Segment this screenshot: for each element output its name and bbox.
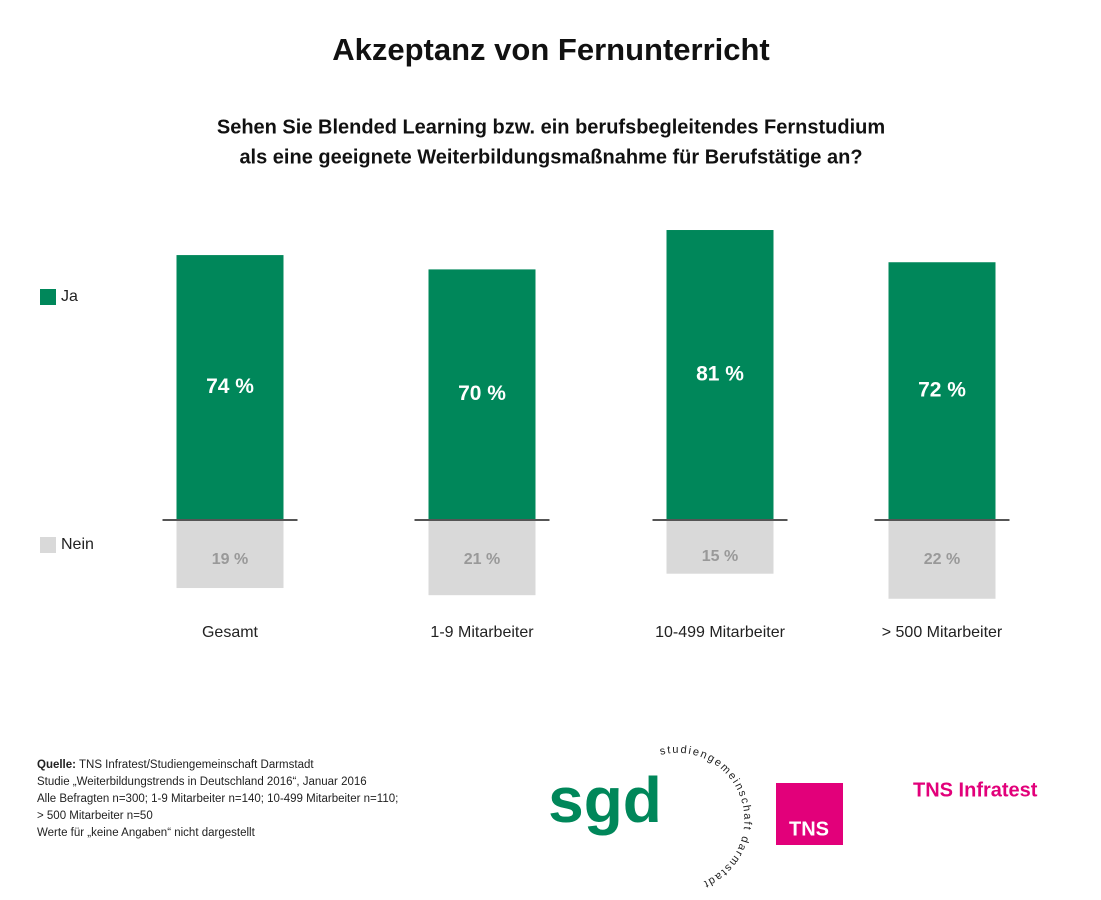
- bar: [176, 520, 284, 589]
- chart-title: Akzeptanz von Fernunterricht: [332, 32, 770, 67]
- tns-infratest: TNS Infratest: [913, 779, 1038, 801]
- x-tick-label: Gesamt: [202, 624, 259, 641]
- legend-swatch: [40, 537, 56, 553]
- chart-subtitle: Sehen Sie Blended Learning bzw. ein beru…: [217, 116, 885, 138]
- chart-subtitle: als eine geeignete Weiterbildungsmaßnahm…: [239, 146, 862, 168]
- legend-swatch: [40, 289, 56, 305]
- source-text: TNS Infratest/Studiengemeinschaft Darmst…: [79, 759, 314, 771]
- legend-label: Nein: [61, 536, 94, 553]
- value-label: 15 %: [702, 548, 738, 565]
- tns-wordmark: TNS: [789, 818, 829, 840]
- x-tick-label: > 500 Mitarbeiter: [882, 624, 1003, 641]
- tns-logo: TNS: [776, 783, 843, 845]
- value-label: 81 %: [696, 363, 744, 386]
- x-tick-label: 10-499 Mitarbeiter: [655, 624, 786, 641]
- sgd-logo: sgd studiengemeinschaft darmstadt: [548, 744, 754, 891]
- value-label: 74 %: [206, 375, 254, 398]
- sgd-wordmark: sgd: [548, 764, 662, 836]
- bar: [428, 269, 536, 520]
- bar: [888, 520, 996, 599]
- source: Quelle: TNS Infratest/Studiengemeinschaf…: [37, 759, 314, 771]
- sgd-ring-path: studiengemeinschaft darmstadt: [659, 744, 752, 891]
- footer: Quelle: TNS Infratest/Studiengemeinschaf…: [37, 759, 398, 839]
- value-label: 70 %: [458, 382, 506, 405]
- footer-line: Werte für „keine Angaben“ nicht dargeste…: [37, 827, 256, 839]
- value-label: 72 %: [918, 379, 966, 402]
- x-tick-label: 1-9 Mitarbeiter: [430, 624, 534, 641]
- source-label: Quelle:: [37, 759, 76, 771]
- bar: [888, 262, 996, 520]
- value-label: 22 %: [924, 551, 960, 568]
- footer-line: Studie „Weiterbildungstrends in Deutschl…: [37, 776, 367, 788]
- bar: [666, 230, 774, 520]
- value-label: 21 %: [464, 551, 500, 568]
- bar: [428, 520, 536, 596]
- bar: [666, 520, 774, 574]
- legend-label: Ja: [61, 288, 78, 305]
- bar: [176, 255, 284, 520]
- sgd-ring-text: studiengemeinschaft darmstadt: [659, 744, 754, 891]
- tns-box: [776, 783, 843, 845]
- footer-line: Alle Befragten n=300; 1-9 Mitarbeiter n=…: [37, 793, 398, 805]
- footer-line: > 500 Mitarbeiter n=50: [37, 810, 153, 822]
- value-label: 19 %: [212, 551, 248, 568]
